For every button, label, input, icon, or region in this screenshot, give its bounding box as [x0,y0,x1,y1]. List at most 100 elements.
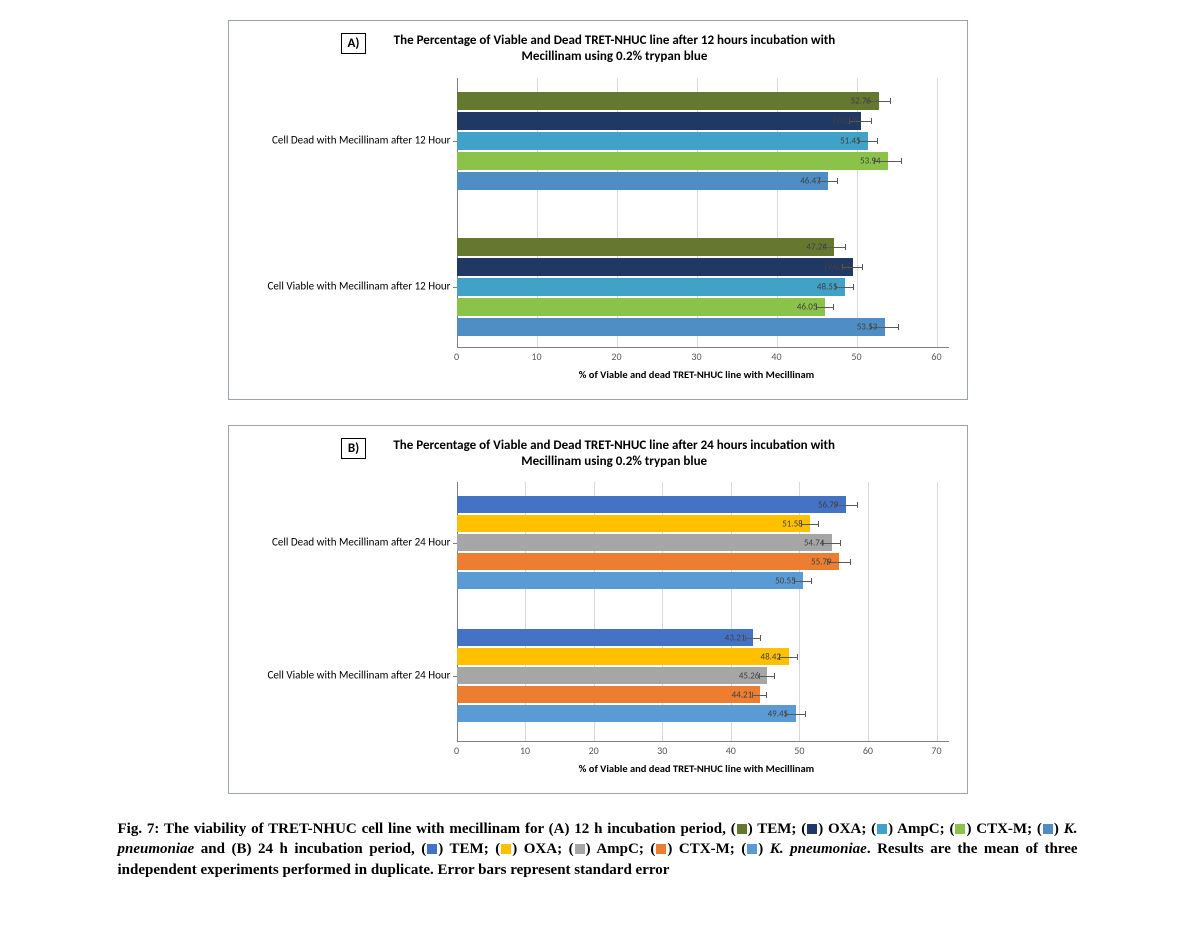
bar [457,572,804,589]
plot-area: 56.7951.5854.7455.7950.5543.2148.4245.26… [457,482,949,742]
error-bar [759,676,775,677]
bar-value-label: 51.45 [840,136,861,145]
x-tick-label: 0 [454,744,459,757]
error-bar [835,287,854,288]
x-tick-label: 30 [657,744,667,757]
bar [457,534,832,551]
error-cap [845,244,846,250]
bar [457,258,853,276]
x-tick-label: 60 [863,744,873,757]
error-cap [805,711,806,717]
error-cap [774,673,775,679]
bar-value-label: 55.79 [811,557,832,566]
bar [457,172,829,190]
bar-value-label: 50.55 [775,576,796,585]
error-cap [898,324,899,330]
plot-area: 52.76[VALUE]51.4553.9446.4747.24[VALUE]4… [457,78,949,348]
caption-part-1: The viability of TRET-NHUC cell line wit… [164,821,731,837]
error-cap [766,692,767,698]
bar [457,152,889,170]
category-label: Cell Viable with Mecillinam after 24 Hou… [267,669,450,682]
caption-legend-b: () TEM; () OXA; () AmpC; () CTX-M; () K.… [421,841,867,857]
bar [457,667,767,684]
caption-prefix: Fig. 7: [118,821,164,837]
x-tick-label: 10 [520,744,530,757]
error-bar [745,638,761,639]
x-tick-label: 50 [851,350,861,363]
legend-swatch [737,824,747,834]
bar [457,629,753,646]
bar-value-label: 46.05 [797,302,818,311]
legend-swatch [1043,824,1053,834]
x-axis-title: % of Viable and dead TRET-NHUC line with… [457,762,937,775]
bar-value-label: [VALUE] [825,262,854,271]
x-tick-row: 0102030405060 [457,348,937,364]
error-cap [862,264,863,270]
grid-line [937,482,938,742]
bar-value-label: 52.76 [851,96,872,105]
bar [457,318,885,336]
error-cap [797,654,798,660]
panel-b-header: B) The Percentage of Viable and Dead TRE… [247,438,949,471]
figure-container: A) The Percentage of Viable and Dead TRE… [0,0,1195,900]
panel-a-title: The Percentage of Viable and Dead TRET-N… [374,33,854,66]
grid-line [868,482,869,742]
category-label: Cell Viable with Mecillinam after 12 Hou… [267,280,450,293]
panel-a-header: A) The Percentage of Viable and Dead TRE… [247,33,949,66]
error-cap [811,578,812,584]
bar [457,92,879,110]
plot-row: Cell Dead with Mecillinam after 24 Hour C… [247,482,949,742]
chart-b-body: Cell Dead with Mecillinam after 24 Hour C… [247,482,949,775]
plot-row: Cell Dead with Mecillinam after 12 Hour C… [247,78,949,348]
error-bar [822,543,841,544]
legend-swatch [807,824,817,834]
legend-swatch [575,844,585,854]
category-label: Cell Dead with Mecillinam after 12 Hour [272,134,451,147]
bar [457,553,840,570]
error-cap [850,559,851,565]
bar [457,238,835,256]
bar [457,298,825,316]
bar [457,515,811,532]
x-tick-label: 50 [794,744,804,757]
x-tick-label: 10 [531,350,541,363]
bar-value-label: 56.79 [818,500,839,509]
chart-a-body: Cell Dead with Mecillinam after 12 Hour C… [247,78,949,381]
error-bar [816,307,834,308]
bar [457,496,846,513]
bar-value-label: [VALUE] [833,116,862,125]
bar-value-label: 46.47 [800,176,821,185]
x-tick-label: 40 [771,350,781,363]
x-tick-label: 40 [726,744,736,757]
error-cap [877,138,878,144]
error-cap [857,502,858,508]
bar-value-label: 45.26 [739,671,760,680]
x-axis-title: % of Viable and dead TRET-NHUC line with… [457,368,937,381]
bar-value-label: 54.74 [804,538,825,547]
x-tick-label: 20 [589,744,599,757]
y-labels: Cell Dead with Mecillinam after 12 Hour C… [247,78,457,348]
error-bar [819,181,838,182]
bar-value-label: 48.55 [817,282,838,291]
legend-swatch [427,844,437,854]
panel-b: B) The Percentage of Viable and Dead TRE… [228,425,968,795]
legend-swatch [747,844,757,854]
error-cap [840,540,841,546]
error-cap [871,118,872,124]
error-bar [752,695,767,696]
error-cap [901,158,902,164]
bar-value-label: 47.24 [806,242,827,251]
bar [457,648,789,665]
legend-swatch [656,844,666,854]
x-tick-label: 0 [454,350,459,363]
bar [457,132,869,150]
error-cap [853,284,854,290]
error-cap [833,304,834,310]
category-label: Cell Dead with Mecillinam after 24 Hour [272,536,451,549]
bar [457,112,861,130]
x-tick-label: 20 [611,350,621,363]
x-tick-label: 70 [931,744,941,757]
bar-value-label: 44.21 [732,690,753,699]
panel-b-letter: B) [341,438,366,459]
error-bar [801,524,819,525]
